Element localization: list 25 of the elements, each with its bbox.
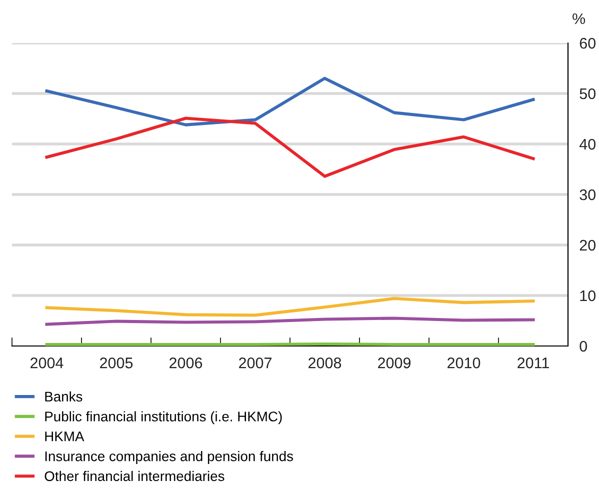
x-tick-label: 2004 [30,358,64,368]
line-series [45,76,535,126]
y-axis-title: % [572,13,586,24]
x-tick-label: 2006 [170,358,202,368]
y-tick-label: 50 [580,88,596,100]
legend-label: Banks [45,391,82,402]
legend-label: Other financial intermediaries [44,470,224,482]
y-tick-label: 0 [580,340,588,352]
legend-label: Insurance companies and pension funds [45,451,294,464]
legend-label: HKMA [45,432,84,442]
x-tick-label: 2008 [308,358,342,368]
y-tick-label: 60 [580,38,596,49]
x-tick-label: 2005 [100,358,133,368]
x-tick-label: 2010 [448,358,480,368]
y-tick-label: 20 [580,240,596,251]
x-tick-label: 2011 [518,358,549,368]
y-tick-label: 30 [580,189,596,200]
x-tick-label: 2007 [239,358,272,368]
line-series [45,297,535,317]
legend-label: Public financial institutions (i.e. HKMC) [45,411,282,424]
y-tick-label: 10 [580,290,596,302]
y-tick-label: 40 [579,138,596,150]
line-series [45,316,535,326]
line-series [45,116,535,178]
x-tick-label: 2009 [378,358,411,368]
